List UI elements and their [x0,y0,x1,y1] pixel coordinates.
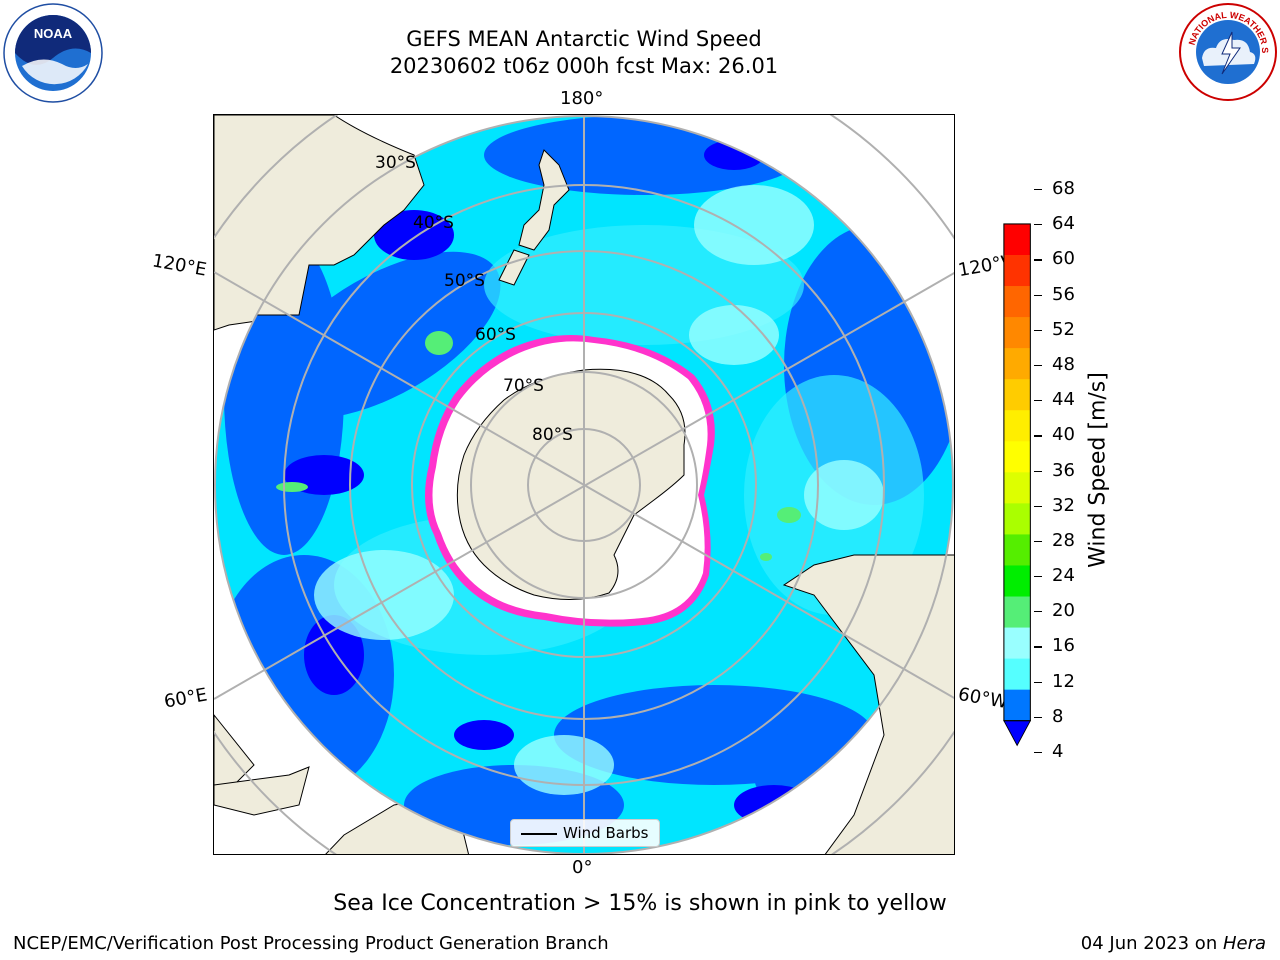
legend-label: Wind Barbs [563,824,649,842]
colorbar-bin [1003,254,1031,287]
colorbar-tick-label: 24 [1052,565,1075,587]
lon-label-60w: 60°W [956,683,1010,714]
lat-label-30s: 30°S [375,153,416,173]
colorbar-tick-mark [1034,294,1042,296]
colorbar-tick-label: 40 [1052,424,1075,446]
lat-label-60s: 60°S [475,325,516,345]
colorbar-label: Wind Speed [m/s] [1085,372,1111,568]
colorbar-tick-label: 56 [1052,283,1075,305]
colorbar-tick-mark [1034,681,1042,683]
colorbar-bin [1003,503,1031,535]
lon-label-180: 180° [560,88,604,109]
colorbar-bin [1003,596,1031,629]
lat-label-80s: 80°S [532,425,573,445]
colorbar-tick-mark [1034,400,1042,402]
antarctica [425,334,715,627]
colorbar-tick-mark [1034,470,1042,472]
colorbar-bin [1003,317,1031,349]
lat-label-40s: 40°S [413,213,454,233]
sea-ice-note: Sea Ice Concentration > 15% is shown in … [333,891,947,916]
colorbar [1003,223,1032,747]
colorbar-tick-mark [1034,576,1042,578]
noaa-logo: NOAA [3,3,103,103]
colorbar-tick-mark [1034,505,1042,507]
colorbar-tick-label: 28 [1052,529,1075,551]
colorbar-tick-label: 36 [1052,459,1075,481]
colorbar-tick-label: 64 [1052,213,1075,235]
lon-label-60e: 60°E [162,684,209,713]
colorbar-tick-label: 32 [1052,494,1075,516]
lon-label-0: 0° [572,857,593,878]
colorbar-bin [1003,689,1031,722]
colorbar-tick-label: 12 [1052,670,1075,692]
colorbar-tick-mark [1034,329,1042,331]
colorbar-bin [1003,379,1031,411]
nws-logo: NATIONAL WEATHER SERVICE [1178,2,1277,101]
colorbar-bin [1003,410,1031,442]
colorbar-bin [1003,348,1031,380]
colorbar-tick-label: 16 [1052,635,1075,657]
colorbar-tick-label: 20 [1052,600,1075,622]
colorbar-tick-mark [1034,364,1042,367]
polar-map: 30°S 40°S 50°S 60°S 70°S 80°S Wind Barbs [213,114,955,855]
footer-date-text: 04 Jun 2023 on [1080,933,1223,954]
colorbar-bin [1003,627,1031,660]
colorbar-tick-label: 48 [1052,353,1075,375]
chart-title: GEFS MEAN Antarctic Wind Speed [406,27,762,51]
colorbar-bin [1003,223,1031,256]
colorbar-tick-label: 68 [1052,178,1075,199]
colorbar-extend-arrow [1003,720,1032,747]
lat-label-70s: 70°S [503,376,544,396]
graticule [214,115,954,854]
colorbar-tick-label: 44 [1052,389,1075,411]
colorbar-tick-label: 60 [1052,248,1075,270]
colorbar-tick-mark [1034,646,1042,648]
colorbar-tick-mark [1034,259,1042,261]
colorbar-tick-label: 52 [1052,318,1075,340]
map-legend: Wind Barbs [510,819,660,847]
colorbar-tick-mark [1034,435,1042,437]
wind-barb-legend-line [521,833,557,835]
colorbar-tick-mark [1034,189,1042,191]
colorbar-tick-mark [1034,540,1042,543]
colorbar-tick-mark [1034,716,1042,718]
colorbar-bin [1003,534,1031,566]
footer-credit: NCEP/EMC/Verification Post Processing Pr… [13,933,609,954]
lat-label-50s: 50°S [444,271,485,291]
noaa-logo-text: NOAA [34,26,73,41]
map-canvas [214,115,954,854]
colorbar-tick-mark [1034,752,1042,754]
colorbar-bin [1003,441,1031,473]
colorbar-bin [1003,472,1031,504]
colorbar-tick-label: 8 [1052,705,1064,727]
colorbar-bin [1003,565,1031,597]
colorbar-tick-mark [1034,611,1042,613]
lon-label-120e: 120°E [150,250,209,281]
footer-date: 04 Jun 2023 on Hera [1081,933,1266,954]
colorbar-tick-label: 4 [1052,741,1064,762]
colorbar-bin [1003,286,1031,318]
footer-system: Hera [1222,933,1266,954]
colorbar-bin [1003,658,1031,691]
chart-subtitle: 20230602 t06z 000h fcst Max: 26.01 [389,54,779,78]
colorbar-tick-mark [1034,224,1042,226]
